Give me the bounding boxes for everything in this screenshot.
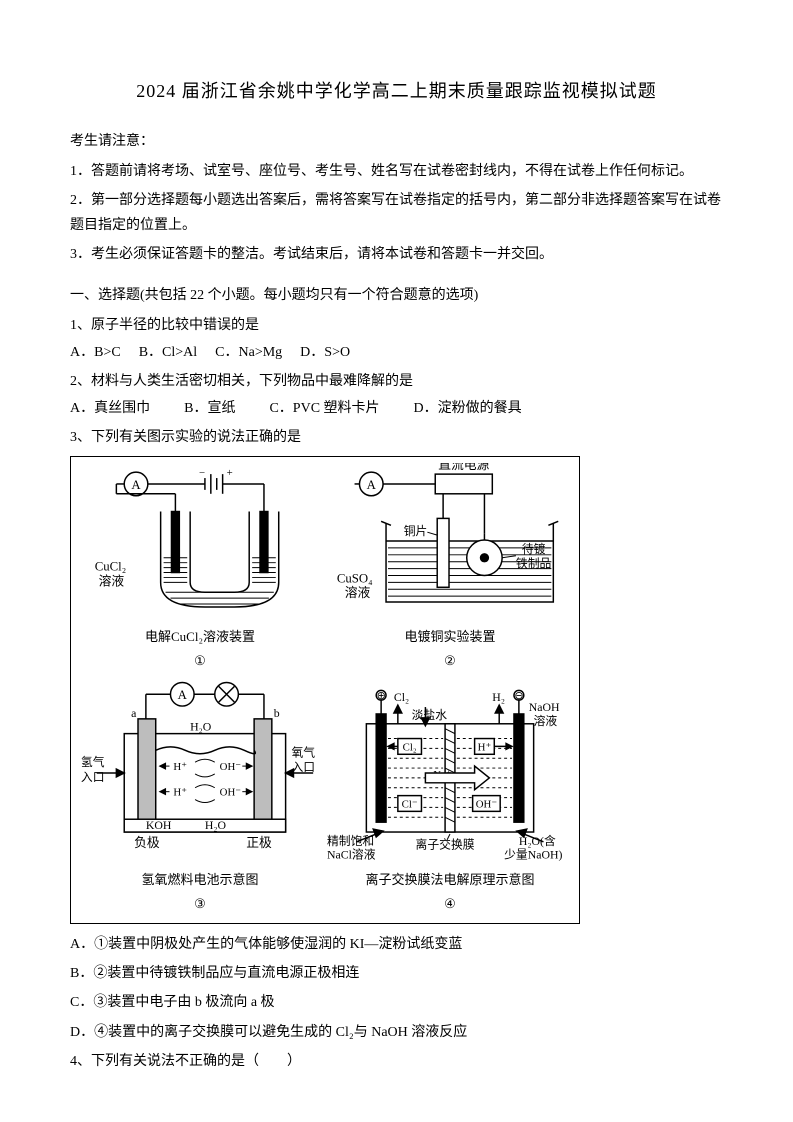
q3-opt-a: A．①装置中阴极处产生的气体能够使湿润的 KI—淀粉试纸变蓝 [70, 932, 723, 957]
svg-text:OH⁻: OH⁻ [220, 787, 242, 799]
diagram-3-caption: 氢氧燃料电池示意图 [77, 868, 323, 891]
svg-text:H⁺: H⁺ [173, 787, 187, 799]
lbl-h2oout2: 少量NaOH) [504, 848, 562, 862]
q1-opt-d: D．S>O [300, 345, 350, 360]
q2-opt-a: A．真丝围巾 [70, 401, 150, 416]
q1-options: A．B>C B．Cl>Al C．Na>Mg D．S>O [70, 340, 723, 365]
lbl-cuso4b: 溶液 [345, 587, 371, 601]
svg-text:H⁺: H⁺ [173, 761, 187, 773]
diagram-1-caption: 电解CuCl₂溶液装置 [77, 625, 323, 648]
diagram-1-num: ① [77, 649, 323, 672]
lbl-cl-inner: Cl⁻ [402, 799, 418, 811]
lbl-b: b [274, 706, 280, 720]
lbl-fe1: 待镀 [522, 542, 546, 556]
diagram-1: A − + [75, 461, 325, 676]
lbl-h2in1: 氢气 [81, 755, 105, 769]
lbl-o2in2: 入口 [292, 760, 316, 774]
notice-head: 考生请注意： [70, 129, 723, 154]
lbl-pos: 正极 [246, 836, 272, 850]
lbl-h2in2: 入口 [81, 770, 105, 784]
q1-stem: 1、原子半径的比较中错误的是 [70, 313, 723, 338]
diagram-container: A − + [70, 456, 580, 924]
lbl-fe2: 铁制品 [516, 557, 551, 571]
lbl-cucl2: CuCl₂ [95, 560, 126, 574]
q1-opt-b: B．Cl>Al [139, 345, 197, 360]
svg-text:−: − [199, 468, 205, 480]
q3-opt-c: C．③装置中电子由 b 极流向 a 极 [70, 990, 723, 1015]
diagram-4-caption: 离子交换膜法电解原理示意图 [327, 868, 573, 891]
section-1-heading: 一、选择题(共包括 22 个小题。每小题均只有一个符合题意的选项) [70, 283, 723, 308]
lbl-iem: 离子交换膜 [416, 838, 475, 852]
lbl-cuso4a: CuSO₄ [337, 572, 373, 586]
lbl-h2oout1: H₂O(含 [519, 834, 556, 848]
diagram-2-caption: 电镀铜实验装置 [327, 625, 573, 648]
lbl-oh-inner: OH⁻ [476, 799, 498, 811]
svg-text:H₂O: H₂O [205, 818, 227, 832]
notice-1: 1．答题前请将考场、试室号、座位号、考生号、姓名写在试卷密封线内，不得在试卷上作… [70, 159, 723, 184]
diagram-2-num: ② [327, 649, 573, 672]
lbl-dc: 直流电源 [438, 463, 489, 472]
svg-text:⊖: ⊖ [514, 690, 523, 702]
svg-text:OH⁻: OH⁻ [220, 761, 242, 773]
q3-opt-d: D．④装置中的离子交换膜可以避免生成的 Cl₂与 NaOH 溶液反应 [70, 1020, 723, 1045]
q3-stem: 3、下列有关图示实验的说法正确的是 [70, 425, 723, 450]
notice-3: 3．考生必须保证答题卡的整洁。考试结束后，请将本试卷和答题卡一并交回。 [70, 242, 723, 267]
page-title: 2024 届浙江省余姚中学化学高二上期末质量跟踪监视模拟试题 [70, 75, 723, 107]
svg-text:A: A [178, 688, 188, 702]
lbl-cl2-inner: Cl₂ [403, 742, 417, 754]
lbl-neg: 负极 [134, 836, 160, 850]
lbl-naoh1: NaOH [529, 700, 560, 714]
q2-opt-b: B．宣纸 [184, 401, 235, 416]
q4-stem: 4、下列有关说法不正确的是（ ） [70, 1049, 723, 1074]
lbl-cu: 铜片 [404, 525, 428, 539]
lbl-h2o: H₂O [190, 720, 212, 734]
q2-stem: 2、材料与人类生活密切相关，下列物品中最难降解的是 [70, 369, 723, 394]
notice-2: 2．第一部分选择题每小题选出答案后，需将答案写在试卷指定的括号内，第二部分非选择… [70, 188, 723, 238]
q1-opt-c: C．Na>Mg [215, 345, 282, 360]
lbl-nacl2: NaCl溶液 [327, 848, 376, 862]
q2-opt-d: D．淀粉做的餐具 [414, 401, 522, 416]
lbl-koh: KOH [146, 818, 172, 832]
lbl-h-inner: H⁺ [478, 742, 492, 754]
lbl-cucl2b: 溶液 [99, 575, 125, 589]
q2-opt-c: C．PVC 塑料卡片 [269, 401, 379, 416]
q3-opt-b: B．②装置中待镀铁制品应与直流电源正极相连 [70, 961, 723, 986]
diagram-3-num: ③ [77, 892, 323, 915]
lbl-a: a [131, 706, 137, 720]
lbl-naoh2: 溶液 [534, 714, 558, 728]
diagram-4: ⊕ ⊖ Cl₂ [325, 676, 575, 919]
diagram-2: A 直流电源 [325, 461, 575, 676]
svg-text:⊕: ⊕ [377, 690, 386, 702]
diagram-4-num: ④ [327, 892, 573, 915]
q2-options: A．真丝围巾 B．宣纸 C．PVC 塑料卡片 D．淀粉做的餐具 [70, 396, 723, 421]
lbl-brine: 淡盐水 [412, 708, 448, 722]
lbl-nacl1: 精制饱和 [327, 834, 374, 848]
lbl-cl2: Cl₂ [394, 690, 409, 704]
diagram-3: A a b [75, 676, 325, 919]
svg-text:A: A [367, 478, 377, 492]
lbl-o2in1: 氧气 [292, 745, 316, 759]
lbl-h2: H₂ [492, 690, 505, 704]
svg-text:A: A [131, 478, 141, 492]
svg-text:+: + [227, 468, 233, 480]
q1-opt-a: A．B>C [70, 345, 121, 360]
